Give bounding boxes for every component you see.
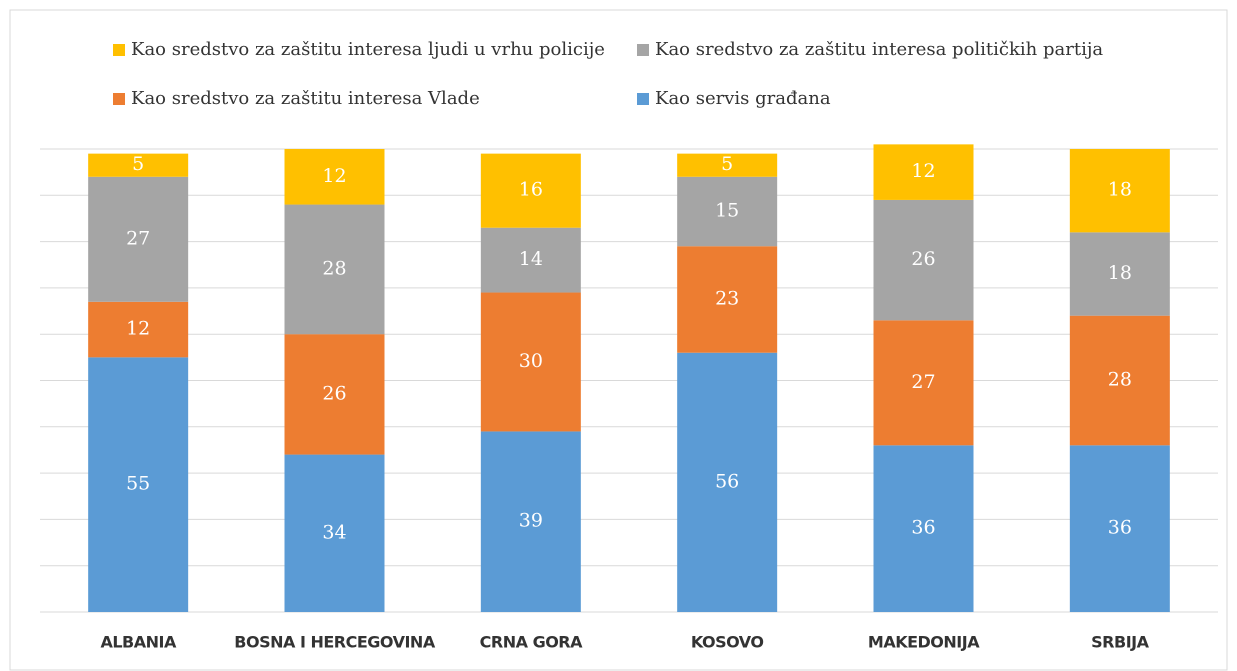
bar-segment	[88, 357, 189, 612]
bar-segment	[1069, 149, 1170, 233]
bar-segment	[284, 204, 385, 335]
legend-label: Kao sredstvo za zaštitu interesa Vlade	[131, 88, 480, 109]
data-label: 34	[322, 521, 346, 543]
data-label: 12	[322, 165, 346, 187]
data-label: 15	[715, 200, 739, 222]
bar-segment	[873, 320, 974, 446]
x-tick-label: CRNA GORA	[480, 633, 583, 652]
bar-segment	[284, 334, 385, 455]
bar-segment	[284, 454, 385, 612]
legend-swatch	[637, 93, 649, 105]
bar-segment	[873, 144, 974, 200]
bar-segment	[873, 199, 974, 321]
data-label: 30	[519, 350, 543, 372]
data-label: 12	[911, 160, 935, 182]
data-label: 26	[322, 382, 346, 404]
bar-segment	[873, 445, 974, 612]
legend-label: Kao sredstvo za zaštitu interesa politič…	[655, 39, 1103, 60]
x-tick-label: ALBANIA	[100, 633, 177, 652]
bar-segment	[480, 153, 581, 228]
legend-label: Kao servis građana	[655, 88, 831, 109]
legend-swatch	[637, 44, 649, 56]
bar-segment	[88, 153, 189, 177]
x-tick-label: MAKEDONIJA	[868, 633, 980, 652]
data-label: 26	[911, 248, 935, 270]
data-label: 16	[519, 179, 543, 201]
legend-swatch	[113, 93, 125, 105]
data-label: 55	[126, 473, 150, 495]
x-tick-label: BOSNA I HERCEGOVINA	[234, 633, 436, 652]
data-label: 39	[519, 510, 543, 532]
x-tick-label: KOSOVO	[691, 633, 764, 652]
data-label: 23	[715, 287, 739, 309]
data-label: 28	[1108, 369, 1132, 391]
bar-segment	[1069, 445, 1170, 612]
data-label: 12	[126, 318, 150, 340]
bar-segment	[1069, 315, 1170, 446]
bar-segment	[88, 176, 189, 302]
bar-segment	[677, 352, 778, 612]
x-tick-label: SRBIJA	[1091, 633, 1149, 652]
data-label: 36	[911, 517, 935, 539]
bar-segment	[480, 292, 581, 432]
data-label: 5	[132, 153, 144, 175]
data-label: 18	[1108, 179, 1132, 201]
legend-swatch	[113, 44, 125, 56]
bar-segment	[88, 301, 189, 358]
bar-segment	[1069, 232, 1170, 316]
data-label: 5	[721, 153, 733, 175]
data-label: 18	[1108, 262, 1132, 284]
data-label: 36	[1108, 517, 1132, 539]
bar-segment	[677, 176, 778, 247]
data-label: 56	[715, 470, 739, 492]
chart-frame	[9, 9, 1228, 671]
data-label: 28	[322, 257, 346, 279]
bar-segment	[480, 431, 581, 612]
bar-segment	[677, 153, 778, 177]
bar-segment	[480, 227, 581, 293]
bar-segment	[677, 246, 778, 353]
bar-segment	[284, 149, 385, 205]
data-label: 14	[519, 248, 543, 270]
data-label: 27	[911, 371, 935, 393]
legend-label: Kao sredstvo za zaštitu interesa ljudi u…	[131, 39, 605, 60]
data-label: 27	[126, 227, 150, 249]
